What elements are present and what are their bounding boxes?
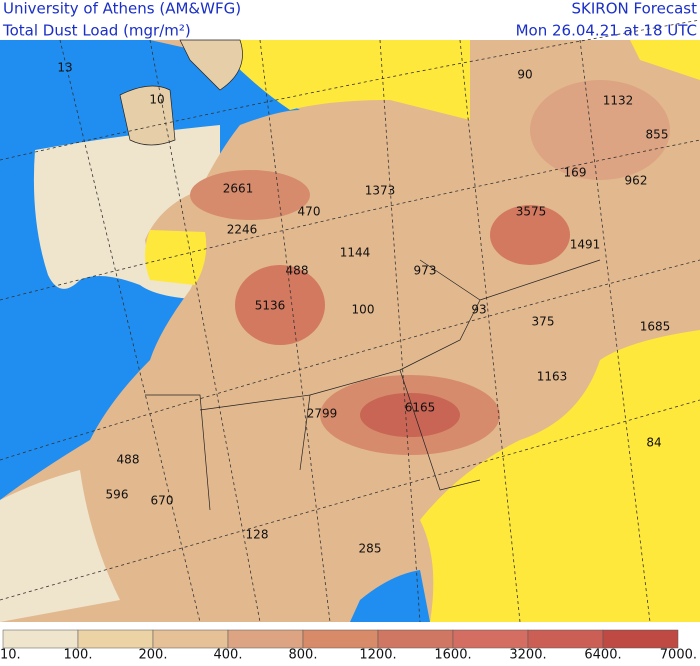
valid-time: Mon 26.04.21 at 18 UTC: [516, 22, 697, 40]
dust-value: 470: [298, 205, 321, 219]
dust-value: 6165: [405, 401, 436, 415]
colorbar-bin: [527, 629, 604, 649]
colorbar-label: 6400.: [584, 648, 621, 663]
colorbar-bin: [227, 629, 304, 649]
colorbar-bin: [452, 629, 529, 649]
parallels: [0, 19, 700, 601]
dust-value: 2799: [307, 407, 338, 421]
dust-value: 1132: [603, 94, 634, 108]
water: [350, 570, 430, 622]
dust-value: 100: [352, 303, 375, 317]
dust-value: 128: [246, 528, 269, 542]
clean-ne: [630, 40, 700, 80]
colorbar-label: 1600.: [434, 648, 471, 663]
dust-value: 855: [646, 128, 669, 142]
dust-blob: [360, 393, 460, 437]
dust-blob: [490, 205, 570, 265]
dust-blob: [530, 80, 670, 180]
dust-value: 93: [471, 303, 486, 317]
dust-value: 1144: [340, 246, 371, 260]
dust-value: 5136: [255, 299, 286, 313]
colorbar-bin: [602, 629, 679, 649]
dust-value: 1163: [537, 370, 568, 384]
field: Total Dust Load (mgr/m²): [2, 22, 191, 40]
clean-east-africa: [420, 330, 700, 622]
scandinavia: [179, 39, 243, 91]
map: [0, 19, 700, 623]
dust-value: 3575: [516, 205, 547, 219]
dust-value: 670: [151, 494, 174, 508]
colorbar-label: 1200.: [359, 648, 396, 663]
colorbar-bin: [377, 629, 454, 649]
colorbar-label: 7000.: [660, 648, 697, 663]
dust-value: 488: [286, 264, 309, 278]
dust-value: 169: [564, 166, 587, 180]
dust-value: 13: [57, 61, 72, 75]
dust-value: 2661: [223, 182, 254, 196]
colorbar-bin: [77, 629, 154, 649]
colorbar-bin: [152, 629, 229, 649]
dust-value: 90: [517, 68, 532, 82]
dust-value: 1685: [640, 320, 671, 334]
dust-value: 285: [359, 542, 382, 556]
dust-value: 375: [532, 315, 555, 329]
model: SKIRON Forecast: [572, 0, 698, 18]
clean-north: [230, 40, 470, 120]
dust-blob: [235, 265, 325, 345]
colorbar-label: 10.: [0, 648, 21, 663]
map-labels: 13 10 90 1132 855 169 962 2661 1373 470 3575 2246 14…: [57, 61, 670, 556]
dust-value: 10: [149, 93, 164, 107]
colorbar-label: 800.: [289, 648, 318, 663]
colorbar-bin: [302, 629, 379, 649]
dust-value: 973: [414, 264, 437, 278]
colorbar-label: 200.: [139, 648, 168, 663]
colorbar-bin: [2, 629, 79, 649]
dust-value: 1491: [570, 238, 601, 252]
dust-value: 596: [106, 488, 129, 502]
dust-value: 2246: [227, 223, 258, 237]
institution: University of Athens (AM&WFG): [3, 0, 241, 18]
colorbar: 10. 100. 200. 400. 800. 1200. 1600. 3200. 6400. 7…: [0, 629, 697, 663]
dust-value: 962: [625, 174, 648, 188]
clean-iberia: [145, 230, 207, 285]
west-light: [0, 470, 120, 622]
dust-value: 84: [646, 436, 661, 450]
colorbar-label: 100.: [64, 648, 93, 663]
colorbar-label: 3200.: [509, 648, 546, 663]
borders: [145, 259, 601, 511]
dust-value: 488: [117, 453, 140, 467]
meridians: [59, 39, 651, 623]
colorbar-label: 400.: [214, 648, 243, 663]
dust-value: 1373: [365, 184, 396, 198]
